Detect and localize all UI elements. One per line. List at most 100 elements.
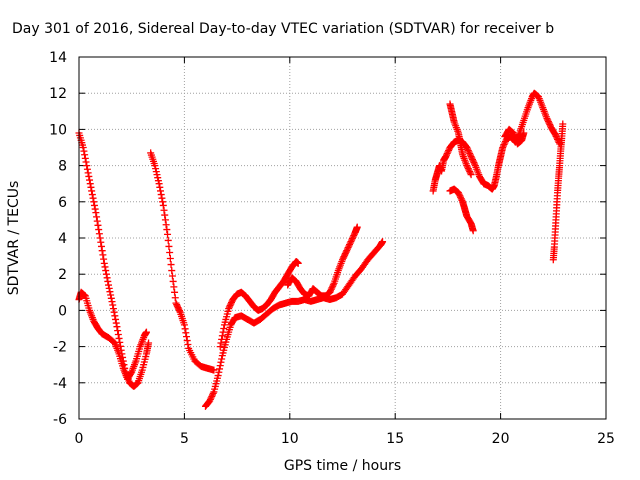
y-tick-label: 14 bbox=[49, 50, 67, 66]
data-point-marker bbox=[183, 333, 191, 341]
data-point-marker bbox=[219, 328, 227, 336]
data-point-marker bbox=[554, 135, 562, 143]
data-point-marker bbox=[184, 340, 192, 348]
y-tick-label: -6 bbox=[53, 412, 67, 428]
data-point-marker bbox=[152, 165, 160, 173]
data-point-marker bbox=[90, 201, 98, 209]
data-point-marker bbox=[83, 165, 91, 173]
data-point-marker bbox=[226, 302, 234, 310]
data-point-marker bbox=[169, 277, 177, 285]
data-point-marker bbox=[216, 362, 224, 370]
data-point-marker bbox=[152, 168, 160, 176]
data-point-marker bbox=[86, 180, 94, 188]
data-point-marker bbox=[85, 172, 93, 180]
data-point-marker bbox=[166, 248, 174, 256]
data-point-marker bbox=[154, 174, 162, 182]
data-point-marker bbox=[471, 160, 479, 168]
y-axis-label: SDTVAR / TECUs bbox=[6, 181, 22, 296]
data-point-marker bbox=[466, 168, 474, 176]
data-point-marker bbox=[209, 389, 217, 397]
data-point-marker bbox=[83, 162, 91, 170]
data-point-marker bbox=[343, 247, 351, 255]
data-point-marker bbox=[173, 301, 181, 309]
y-tick-label: 10 bbox=[49, 122, 67, 138]
data-point-marker bbox=[215, 368, 223, 376]
x-tick-label: 20 bbox=[492, 431, 510, 447]
data-point-marker bbox=[81, 151, 89, 159]
data-marks bbox=[75, 89, 567, 410]
x-tick-label: 15 bbox=[386, 431, 404, 447]
data-point-marker bbox=[159, 198, 167, 206]
y-tick-label: 2 bbox=[58, 267, 67, 283]
data-point-marker bbox=[469, 157, 477, 165]
data-point-marker bbox=[105, 284, 113, 292]
data-point-marker bbox=[329, 282, 337, 290]
data-point-marker bbox=[113, 323, 121, 331]
data-point-marker bbox=[457, 193, 465, 201]
data-point-marker bbox=[162, 221, 170, 229]
data-point-marker bbox=[102, 270, 110, 278]
data-point-marker bbox=[346, 241, 354, 249]
data-point-marker bbox=[80, 147, 88, 155]
data-point-marker bbox=[160, 206, 168, 214]
data-point-marker bbox=[165, 242, 173, 250]
y-tick-label: 12 bbox=[49, 86, 67, 102]
data-point-marker bbox=[216, 365, 224, 373]
data-point-marker bbox=[86, 176, 94, 184]
data-point-marker bbox=[225, 303, 233, 311]
y-tick-label: 4 bbox=[58, 231, 67, 247]
data-point-marker bbox=[103, 274, 111, 282]
data-point-marker bbox=[127, 369, 135, 377]
data-point-marker bbox=[159, 201, 167, 209]
data-point-marker bbox=[175, 305, 183, 313]
data-point-marker bbox=[466, 150, 474, 158]
data-point-marker bbox=[155, 180, 163, 188]
y-tick-label: -2 bbox=[53, 340, 67, 356]
data-point-marker bbox=[544, 116, 552, 124]
data-point-marker bbox=[161, 216, 169, 224]
data-point-marker bbox=[163, 226, 171, 234]
data-point-marker bbox=[96, 234, 104, 242]
data-point-marker bbox=[225, 305, 233, 313]
data-point-marker bbox=[94, 221, 102, 229]
data-point-marker bbox=[468, 154, 476, 162]
data-point-marker bbox=[501, 139, 509, 147]
data-point-marker bbox=[339, 256, 346, 264]
data-point-marker bbox=[466, 151, 474, 159]
data-point-marker bbox=[105, 281, 113, 289]
data-point-marker bbox=[216, 343, 224, 351]
data-point-marker bbox=[167, 261, 175, 269]
data-point-marker bbox=[445, 147, 453, 155]
data-point-marker bbox=[341, 250, 349, 258]
data-point-marker bbox=[227, 299, 235, 307]
data-point-marker bbox=[546, 121, 554, 129]
data-point-marker bbox=[217, 358, 225, 366]
data-point-marker bbox=[98, 247, 106, 255]
x-tick-label: 0 bbox=[75, 431, 84, 447]
data-point-marker bbox=[164, 230, 172, 238]
data-point-marker bbox=[114, 327, 122, 335]
data-point-marker bbox=[108, 298, 116, 306]
data-point-marker bbox=[218, 332, 226, 340]
data-point-marker bbox=[142, 328, 150, 336]
data-point-marker bbox=[544, 118, 552, 126]
data-point-marker bbox=[350, 232, 358, 240]
data-point-marker bbox=[145, 339, 153, 347]
x-tick-label: 25 bbox=[597, 431, 615, 447]
data-point-marker bbox=[465, 148, 473, 156]
data-point-marker bbox=[114, 331, 122, 339]
data-point-marker bbox=[173, 302, 181, 310]
data-point-marker bbox=[468, 156, 476, 164]
data-point-marker bbox=[442, 153, 450, 161]
data-point-marker bbox=[543, 115, 551, 123]
data-point-marker bbox=[206, 397, 214, 405]
data-point-marker bbox=[463, 162, 471, 170]
data-point-marker bbox=[158, 194, 166, 202]
plot-frame bbox=[78, 56, 607, 420]
tick-labels: 0 5 10 15 20 25 -6 -4 -2 0 2 4 6 8 10 12 14 bbox=[49, 50, 615, 447]
data-point-marker bbox=[104, 277, 112, 285]
data-point-marker bbox=[97, 242, 105, 250]
data-point-marker bbox=[172, 299, 180, 307]
data-point-marker bbox=[227, 300, 235, 308]
data-point-marker bbox=[91, 205, 99, 213]
